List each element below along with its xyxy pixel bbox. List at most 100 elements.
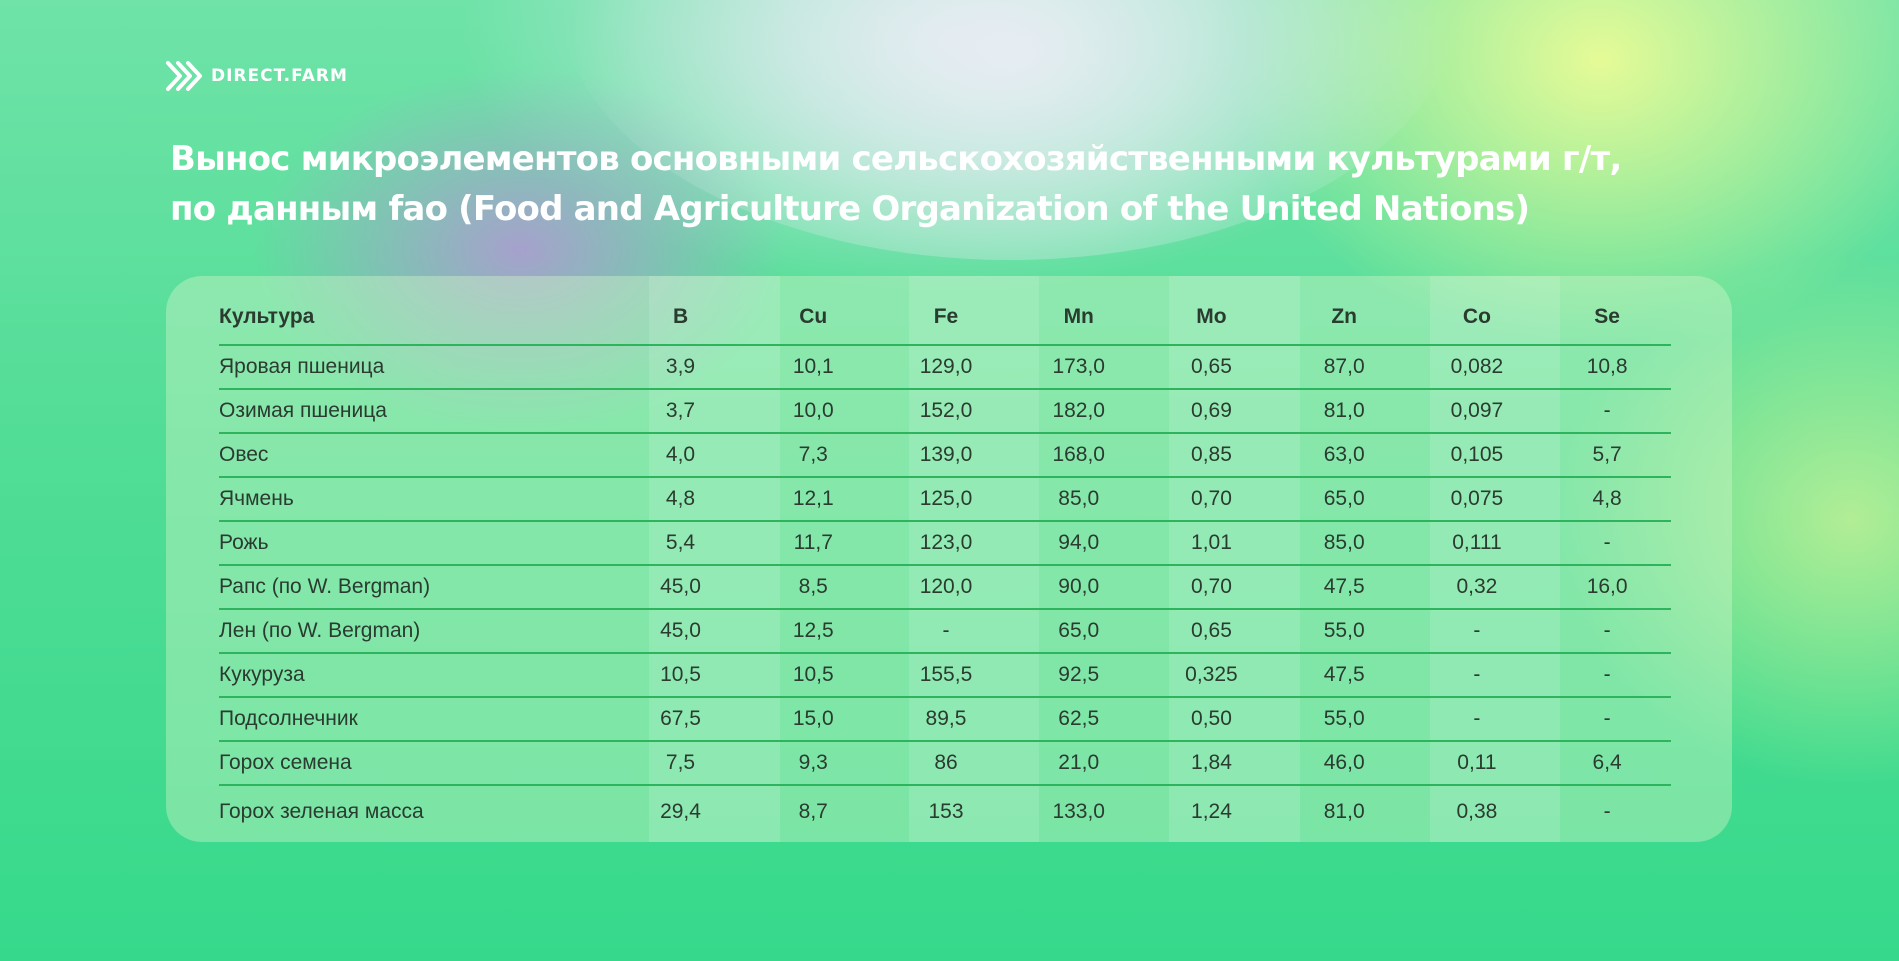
cell-b: 4,8	[614, 477, 747, 522]
table-row: Яровая пшеница 3,9 10,1 129,0 173,0 0,65 87,0 0…	[219, 345, 1671, 390]
cell-se: -	[1543, 697, 1671, 742]
chevrons-right-icon	[165, 60, 203, 92]
cell-crop: Горох семена	[219, 741, 615, 786]
cell-cu: 9,3	[746, 741, 880, 786]
column-header-zn: Zn	[1277, 290, 1411, 346]
cell-zn: 55,0	[1277, 697, 1411, 742]
cell-co: -	[1410, 697, 1544, 742]
table-row: Горох зеленая масса 29,4 8,7 153 133,0 1,24 81…	[219, 785, 1671, 838]
cell-crop: Яровая пшеница	[219, 345, 615, 390]
cell-mn: 65,0	[1012, 609, 1146, 654]
cell-mn: 62,5	[1012, 697, 1146, 742]
cell-fe: 86	[879, 741, 1013, 786]
cell-zn: 46,0	[1277, 741, 1411, 786]
table-row: Горох семена 7,5 9,3 86 21,0 1,84 46,0 0,11 6,4	[219, 741, 1671, 786]
cell-se: 16,0	[1543, 565, 1671, 610]
cell-b: 10,5	[614, 653, 747, 698]
cell-mo: 0,85	[1145, 433, 1278, 478]
cell-fe: -	[879, 609, 1013, 654]
cell-mo: 0,70	[1145, 565, 1278, 610]
cell-se: 6,4	[1543, 741, 1671, 786]
cell-zn: 55,0	[1277, 609, 1411, 654]
cell-fe: 123,0	[879, 521, 1013, 566]
table-row: Рожь 5,4 11,7 123,0 94,0 1,01 85,0 0,111-	[219, 521, 1671, 566]
cell-co: 0,38	[1456, 800, 1498, 823]
cell-fe: 120,0	[879, 565, 1013, 610]
cell-cu: 11,7	[746, 521, 880, 566]
column-header-cu: Cu	[746, 290, 880, 346]
table-row: Лен (по W. Bergman) 45,0 12,5-65,0 0,65 55,0…	[219, 609, 1671, 654]
page-title-line-1: Вынос микроэлементов основными сельскохо…	[170, 139, 1622, 179]
cell-zn: 87,0	[1277, 345, 1411, 390]
cell-fe: 129,0	[879, 345, 1013, 390]
cell-cu: 8,5	[746, 565, 880, 610]
column-header-b: B	[614, 290, 747, 346]
cell-mn: 90,0	[1012, 565, 1146, 610]
cell-crop: Кукуруза	[219, 653, 615, 698]
cell-crop: Рапс (по W. Bergman)	[219, 565, 615, 610]
column-header-mo: Mo	[1145, 290, 1278, 346]
table-card: Культура B Cu Fe Mn Mo Zn Co Se Яровая п…	[166, 276, 1732, 842]
cell-fe: 139,0	[879, 433, 1013, 478]
cell-b: 67,5	[614, 697, 747, 742]
cell-mo: 0,69	[1145, 389, 1278, 434]
cell-crop: Рожь	[219, 521, 615, 566]
cell-b: 7,5	[614, 741, 747, 786]
cell-co: 0,32	[1410, 565, 1544, 610]
cell-zn: 81,0	[1323, 800, 1365, 823]
cell-crop: Ячмень	[219, 477, 615, 522]
cell-b: 4,0	[614, 433, 747, 478]
cell-mo: 0,65	[1145, 609, 1278, 654]
cell-fe: 125,0	[879, 477, 1013, 522]
micronutrient-table: Культура B Cu Fe Mn Mo Zn Co Se Яровая п…	[219, 290, 1671, 838]
cell-se: -	[1543, 521, 1671, 566]
cell-mo: 1,84	[1145, 741, 1278, 786]
brand-name: DIRECT.FARM	[211, 66, 348, 86]
cell-co: 0,075	[1410, 477, 1544, 522]
cell-co: 0,105	[1410, 433, 1544, 478]
table-row: Рапс (по W. Bergman) 45,0 8,5 120,0 90,0 0,70…	[219, 565, 1671, 610]
cell-mn: 92,5	[1012, 653, 1146, 698]
cell-crop: Подсолнечник	[219, 697, 615, 742]
cell-cu: 15,0	[746, 697, 880, 742]
cell-mn: 168,0	[1012, 433, 1146, 478]
cell-fe: 152,0	[879, 389, 1013, 434]
cell-crop: Озимая пшеница	[219, 389, 615, 434]
cell-co: -	[1410, 609, 1544, 654]
cell-fe: 153	[928, 800, 964, 823]
page-title-line-2: по данным fao (Food and Agriculture Orga…	[170, 189, 1530, 229]
cell-se: 5,7	[1543, 433, 1671, 478]
column-header-co: Co	[1410, 290, 1544, 346]
cell-co: -	[1410, 653, 1544, 698]
cell-b: 45,0	[614, 565, 747, 610]
table-row: Озимая пшеница 3,7 10,0 152,0 182,0 0,69 81,0 0…	[219, 389, 1671, 434]
brand-logo[interactable]: DIRECT.FARM	[165, 60, 348, 92]
cell-cu: 10,0	[746, 389, 880, 434]
cell-cu: 8,7	[798, 800, 828, 823]
cell-mn: 21,0	[1012, 741, 1146, 786]
table-row: Овес 4,0 7,3 139,0 168,0 0,85 63,0 0,105 5,7	[219, 433, 1671, 478]
cell-mn: 173,0	[1012, 345, 1146, 390]
cell-se: -	[1543, 389, 1671, 434]
cell-b: 29,4	[660, 800, 701, 823]
cell-mo: 0,50	[1145, 697, 1278, 742]
column-header-mn: Mn	[1012, 290, 1146, 346]
cell-se: 10,8	[1543, 345, 1671, 390]
cell-se: -	[1543, 653, 1671, 698]
cell-mo: 1,01	[1145, 521, 1278, 566]
cell-fe: 155,5	[879, 653, 1013, 698]
table-header-row: Культура B Cu Fe Mn Mo Zn Co Se	[219, 290, 1671, 346]
cell-zn: 47,5	[1277, 565, 1411, 610]
cell-se: -	[1603, 800, 1611, 823]
cell-crop: Лен (по W. Bergman)	[219, 609, 615, 654]
table-row: Подсолнечник 67,5 15,0 89,5 62,5 0,50 55,0- -	[219, 697, 1671, 742]
cell-zn: 47,5	[1277, 653, 1411, 698]
cell-mo: 0,65	[1145, 345, 1278, 390]
cell-co: 0,111	[1410, 521, 1544, 566]
cell-cu: 10,1	[746, 345, 880, 390]
cell-se: -	[1543, 609, 1671, 654]
cell-cu: 7,3	[746, 433, 880, 478]
table-body: Яровая пшеница 3,9 10,1 129,0 173,0 0,65 87,0 0…	[219, 345, 1671, 838]
table-row: Ячмень 4,8 12,1 125,0 85,0 0,70 65,0 0,075 4,8	[219, 477, 1671, 522]
cell-zn: 81,0	[1277, 389, 1411, 434]
